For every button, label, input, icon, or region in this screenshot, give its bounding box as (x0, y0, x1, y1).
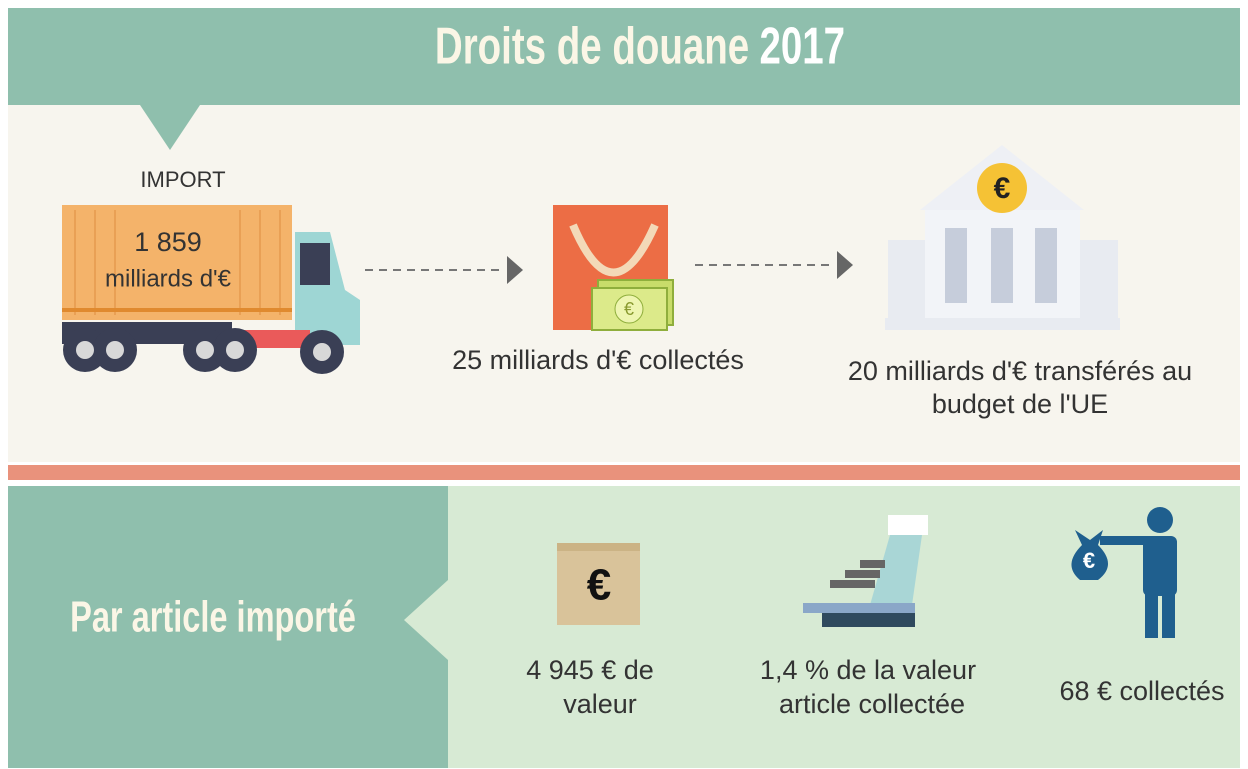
import-unit: milliards d'€ (105, 265, 232, 292)
divider (8, 465, 1240, 480)
import-amount: 1 859 (134, 227, 202, 257)
header-band (8, 8, 1240, 105)
collected-caption: 25 milliards d'€ collectés (452, 345, 744, 375)
title: Droits de douane 2017 (435, 17, 845, 75)
dashed-arrows (365, 264, 835, 271)
bag-icon (553, 205, 674, 331)
title-text: Droits de douane (435, 17, 749, 75)
pointer (140, 105, 200, 150)
transferred-caption: 20 milliards d'€ transférés au (848, 356, 1192, 386)
section-title: Par article importé (70, 593, 356, 642)
box-icon (557, 543, 640, 625)
pointer (404, 580, 448, 660)
item-caption: valeur (563, 689, 637, 719)
item-caption: 68 € collectés (1059, 676, 1224, 706)
title-year: 2017 (760, 17, 846, 75)
icon-euro: € (624, 299, 634, 319)
icon-euro: € (587, 561, 611, 610)
arrow-head (837, 251, 853, 279)
transferred-caption: budget de l'UE (932, 389, 1108, 419)
bank-icon (885, 145, 1120, 330)
item-caption: article collectée (779, 689, 965, 719)
subtitle-group: Par article importé (70, 593, 356, 642)
register-icon (803, 515, 928, 627)
icon-euro: € (1083, 548, 1095, 573)
left-panel (8, 486, 448, 768)
import-label: IMPORT (140, 167, 225, 192)
title-group: Droits de douane 2017 (435, 17, 845, 75)
item-caption: 1,4 % de la valeur (760, 655, 976, 685)
icon-euro: € (994, 172, 1011, 205)
arrow-head (507, 256, 523, 284)
item-caption: 4 945 € de (526, 655, 654, 685)
truck-icon (62, 205, 360, 374)
person-icon (1071, 507, 1177, 638)
